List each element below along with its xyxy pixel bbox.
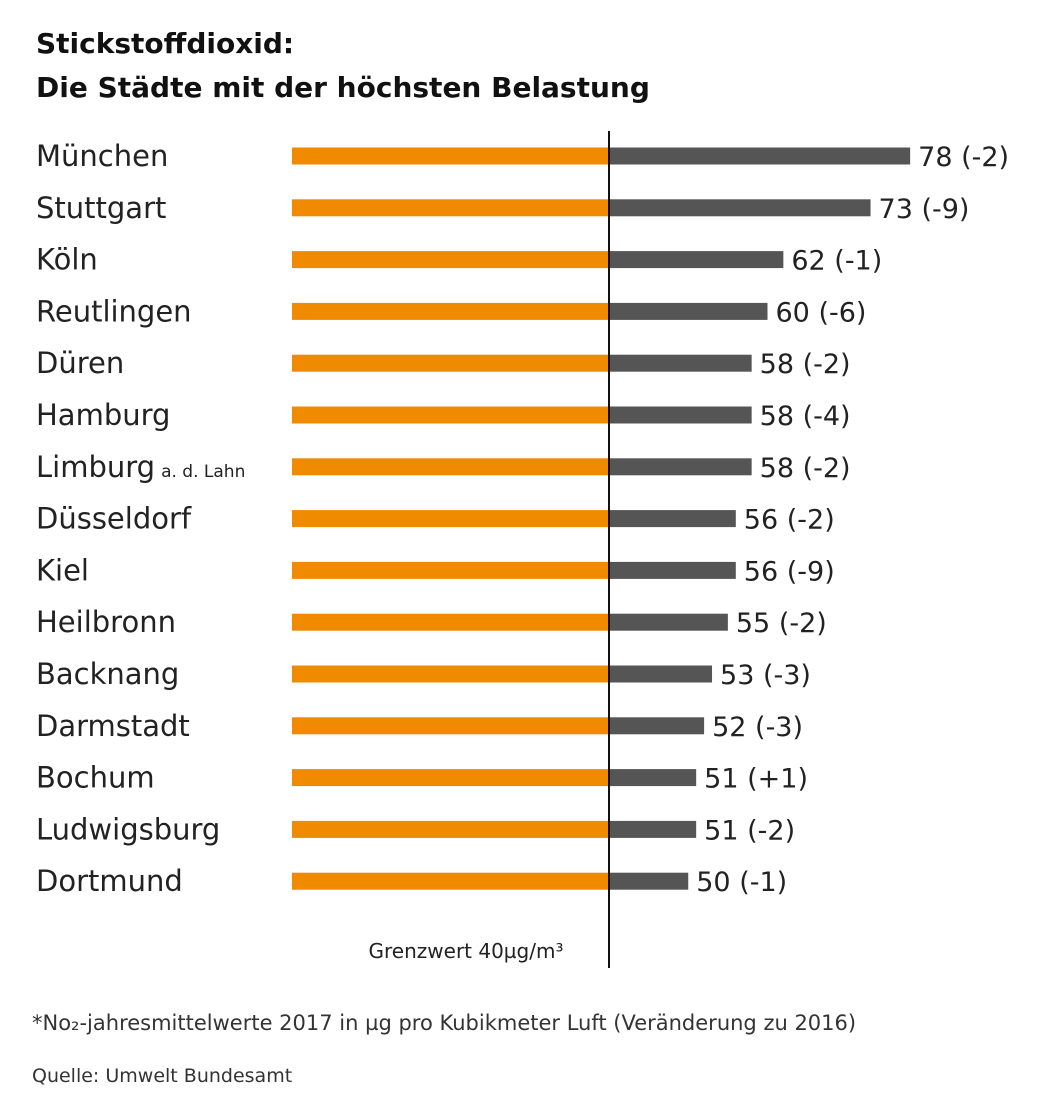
bar-segment-above-threshold: [609, 872, 689, 890]
bar-segment-above-threshold: [609, 406, 752, 424]
bars-group: München 78 (-2) Stuttgart 73 (-9) Köln 62 (-1…: [36, 139, 1009, 898]
city-label: Reutlingen: [36, 294, 192, 328]
bar-segment-below-threshold: [292, 717, 609, 735]
bar-segment-below-threshold: [292, 613, 609, 631]
city-label: Stuttgart: [36, 191, 166, 225]
bar-segment-above-threshold: [609, 613, 728, 631]
city-label: München: [36, 139, 168, 173]
city-label: Bochum: [36, 761, 155, 795]
bar-segment-above-threshold: [609, 717, 705, 735]
bar-segment-above-threshold: [609, 510, 736, 528]
value-label: 73 (-9): [879, 194, 970, 225]
value-label: 58 (-2): [760, 453, 851, 484]
bar-segment-above-threshold: [609, 665, 713, 683]
bar-segment-below-threshold: [292, 199, 609, 217]
value-label: 53 (-3): [720, 660, 811, 691]
bar-segment-above-threshold: [609, 458, 752, 476]
bar-segment-above-threshold: [609, 561, 736, 579]
value-label: 58 (-4): [760, 401, 851, 432]
value-label: 56 (-2): [744, 505, 835, 536]
value-label: 55 (-2): [736, 608, 827, 639]
bar-segment-below-threshold: [292, 458, 609, 476]
city-label: Köln: [36, 243, 98, 277]
value-label: 78 (-2): [918, 142, 1009, 173]
bar-segment-above-threshold: [609, 147, 911, 165]
bar-segment-above-threshold: [609, 354, 752, 372]
bar-segment-below-threshold: [292, 147, 609, 165]
city-label: Düren: [36, 346, 124, 380]
city-label: Hamburg: [36, 398, 170, 432]
chart-title-line-2: Die Städte mit der höchsten Belastung: [36, 71, 650, 104]
bar-segment-below-threshold: [292, 251, 609, 269]
bar-segment-above-threshold: [609, 820, 697, 838]
chart-title-line-1: Stickstoffdioxid:: [36, 27, 294, 60]
bar-segment-below-threshold: [292, 665, 609, 683]
city-label-suffix: a. d. Lahn: [161, 462, 245, 482]
source-note: Quelle: Umwelt Bundesamt: [32, 1065, 292, 1087]
bar-segment-below-threshold: [292, 561, 609, 579]
bar-segment-below-threshold: [292, 769, 609, 787]
city-label: Düsseldorf: [36, 502, 192, 536]
bar-segment-below-threshold: [292, 302, 609, 320]
value-label: 58 (-2): [760, 349, 851, 380]
bar-segment-below-threshold: [292, 820, 609, 838]
bar-segment-above-threshold: [609, 251, 784, 269]
bar-segment-above-threshold: [609, 302, 768, 320]
value-label: 62 (-1): [791, 246, 882, 277]
value-label: 50 (-1): [696, 867, 787, 898]
bar-segment-above-threshold: [609, 769, 697, 787]
value-label: 56 (-9): [744, 556, 835, 587]
bar-segment-below-threshold: [292, 354, 609, 372]
city-label: Limburg a. d. Lahn: [36, 450, 245, 484]
value-label: 60 (-6): [776, 297, 867, 328]
city-label: Dortmund: [36, 864, 183, 898]
city-label: Heilbronn: [36, 605, 176, 639]
threshold-label: Grenzwert 40µg/m³: [369, 939, 564, 963]
value-label: 51 (+1): [704, 764, 808, 795]
city-label: Kiel: [36, 553, 89, 587]
city-label: Backnang: [36, 657, 179, 691]
bar-segment-below-threshold: [292, 510, 609, 528]
city-label: Darmstadt: [36, 709, 190, 743]
footnote: *No₂-jahresmittelwerte 2017 in µg pro Ku…: [32, 1011, 856, 1035]
value-label: 51 (-2): [704, 815, 795, 846]
bar-segment-above-threshold: [609, 199, 871, 217]
value-label: 52 (-3): [712, 712, 803, 743]
bar-segment-below-threshold: [292, 872, 609, 890]
bar-segment-below-threshold: [292, 406, 609, 424]
city-label: Ludwigsburg: [36, 812, 220, 846]
